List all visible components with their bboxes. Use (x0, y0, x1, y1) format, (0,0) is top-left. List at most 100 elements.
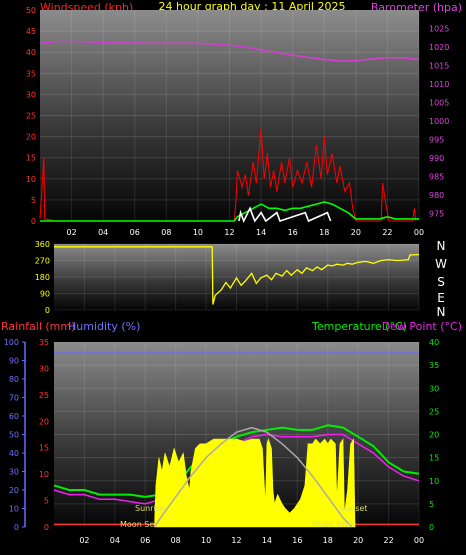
x-tick-label: 02 (66, 228, 76, 237)
x-tick-label: 22 (382, 228, 392, 237)
windspeed-series (39, 128, 417, 222)
windspeed-tick-label: 30 (26, 90, 36, 99)
windspeed-tick-label: 45 (26, 27, 36, 36)
barometer-tick-label: 1025 (429, 25, 449, 34)
direction-tick-label: 360 (35, 240, 50, 249)
barometer-tick-label: 1000 (429, 117, 449, 126)
humidity-tick-label: 20 (9, 486, 19, 495)
chart-title: 24 hour graph day : 11 April 2025 (159, 0, 346, 13)
windspeed-tick-label: 10 (26, 175, 36, 184)
compass-letter: S (437, 275, 445, 289)
rainfall-tick-label: 35 (39, 338, 49, 347)
x-tick-label: 12 (231, 536, 241, 545)
barometer-tick-label: 1010 (429, 80, 449, 89)
temperature-tick-label: 10 (429, 477, 439, 486)
sunrise-label: Sunrise (135, 504, 165, 513)
humidity-tick-label: 90 (9, 357, 19, 366)
x-tick-label: 08 (171, 536, 181, 545)
compass-letter: W (435, 257, 447, 271)
humidity-tick-label: 80 (9, 375, 19, 384)
dewpoint-axis-title: Dew Point (°C) (382, 320, 462, 333)
humidity-tick-label: 60 (9, 412, 19, 421)
temperature-tick-label: 40 (429, 338, 439, 347)
x-tick-label: 16 (292, 536, 302, 545)
humidity-tick-label: 50 (9, 431, 19, 440)
barometer-series (39, 40, 420, 62)
barometer-tick-label: 980 (429, 191, 444, 200)
moonset-label: Moon Set (120, 520, 157, 529)
humidity-tick-label: 100 (4, 338, 19, 347)
wind-direction-chart: 0 90 180 270 360 (35, 240, 420, 315)
windspeed-tick-label: 15 (26, 154, 36, 163)
temperature-tick-label: 30 (429, 384, 439, 393)
temperature-tick-label: 25 (429, 407, 439, 416)
x-tick-label: 14 (256, 228, 266, 237)
temperature-tick-label: 0 (429, 523, 434, 532)
x-tick-label: 22 (383, 536, 393, 545)
compass-letter: N (437, 305, 446, 319)
humidity-tick-label: 0 (14, 523, 19, 532)
windspeed-tick-label: 40 (26, 48, 36, 57)
barometer-tick-label: 985 (429, 173, 444, 182)
x-tick-label: 06 (140, 536, 150, 545)
direction-tick-label: 180 (35, 273, 50, 282)
humidity-tick-label: 10 (9, 505, 19, 514)
direction-tick-label: 90 (40, 290, 50, 299)
direction-tick-label: 0 (45, 306, 50, 315)
x-tick-label: 20 (351, 228, 361, 237)
compass-legend: N W S E N (435, 239, 447, 319)
temperature-tick-label: 5 (429, 500, 434, 509)
humidity-axis-title: Humidity (%) (68, 320, 140, 333)
x-tick-label: 10 (193, 228, 203, 237)
x-tick-label: 10 (201, 536, 211, 545)
x-tick-label: 14 (262, 536, 272, 545)
x-tick-label: 02 (79, 536, 89, 545)
temperature-tick-label: 35 (429, 361, 439, 370)
rainfall-tick-label: 30 (39, 364, 49, 373)
barometer-tick-label: 1015 (429, 62, 449, 71)
windspeed-tick-label: 20 (26, 133, 36, 142)
windspeed-tick-label: 5 (31, 196, 36, 205)
barometer-tick-label: 990 (429, 154, 444, 163)
rainfall-tick-label: 15 (39, 444, 49, 453)
temperature-axis-title: Temperature (°C) (311, 320, 407, 333)
x-tick-label: 00 (414, 536, 424, 545)
compass-letter: N (437, 239, 446, 253)
x-tick-label: 04 (110, 536, 120, 545)
humidity-tick-label: 70 (9, 394, 19, 403)
x-tick-label: 06 (130, 228, 140, 237)
barometer-tick-label: 995 (429, 136, 444, 145)
humidity-tick-label: 30 (9, 468, 19, 477)
x-tick-label: 04 (98, 228, 108, 237)
sunset-label: Sunset (340, 504, 367, 513)
gust-series (238, 206, 332, 224)
windspeed-tick-label: 35 (26, 69, 36, 78)
rainfall-tick-label: 25 (39, 391, 49, 400)
moonrise-label: Moon Rise (312, 520, 353, 529)
compass-letter: E (437, 291, 445, 305)
x-tick-label: 16 (288, 228, 298, 237)
x-tick-label: 18 (323, 536, 333, 545)
x-tick-label: 00 (414, 228, 424, 237)
windspeed-tick-label: 0 (31, 217, 36, 226)
rainfall-tick-label: 10 (39, 470, 49, 479)
temperature-series (53, 424, 420, 498)
rainfall-tick-label: 0 (44, 523, 49, 532)
solar-series (154, 438, 356, 528)
x-tick-label: 08 (161, 228, 171, 237)
direction-tick-label: 270 (35, 257, 50, 266)
x-tick-label: 20 (353, 536, 363, 545)
wind-baro-chart: 0510152025303540455097598098599099510001… (26, 6, 450, 237)
x-tick-label: 12 (224, 228, 234, 237)
temperature-tick-label: 15 (429, 454, 439, 463)
x-tick-label: 18 (319, 228, 329, 237)
rainfall-axis-title: Rainfall (mm) (1, 320, 75, 333)
barometer-tick-label: 975 (429, 210, 444, 219)
temperature-tick-label: 20 (429, 431, 439, 440)
temp-hum-rain-chart: 0102030405060708090100051015202530350510… (4, 338, 439, 545)
windspeed-tick-label: 25 (26, 112, 36, 121)
sun-arc-series (153, 426, 353, 528)
barometer-tick-label: 1020 (429, 43, 449, 52)
rainfall-tick-label: 20 (39, 417, 49, 426)
